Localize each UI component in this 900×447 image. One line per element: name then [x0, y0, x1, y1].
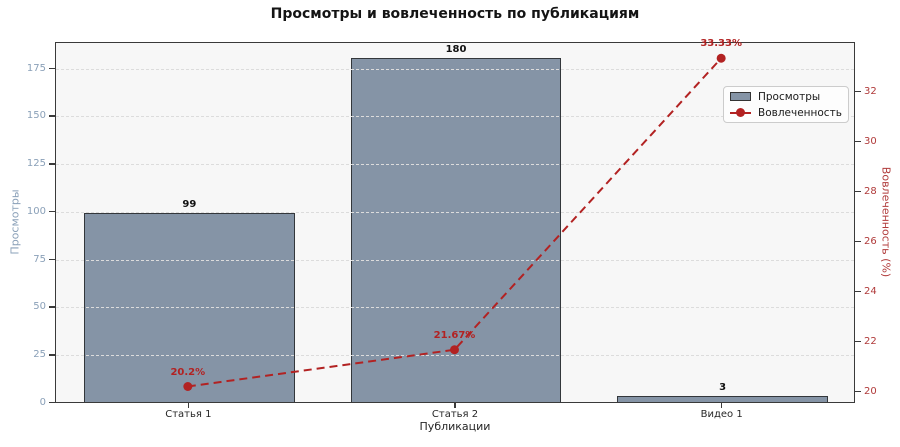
legend-item-engagement: Вовлеченность: [730, 106, 842, 119]
y-tick-label-right: 20: [864, 386, 877, 397]
right-tick-mark: [855, 291, 861, 293]
left-tick-mark: [49, 210, 55, 213]
gridline: [56, 259, 854, 261]
y-tick-label-left: 175: [26, 62, 46, 74]
right-tick-mark: [855, 341, 861, 343]
x-tick-label: Статья 2: [431, 409, 479, 420]
bar-value-label: 99: [182, 198, 197, 210]
right-tick-mark: [855, 91, 861, 93]
y-tick-label-left: 125: [26, 158, 46, 170]
legend-label-engagement: Вовлеченность: [758, 106, 842, 119]
right-tick-mark: [855, 191, 861, 193]
x-axis-title: Публикации: [419, 420, 491, 433]
left-tick-mark: [49, 402, 55, 404]
y-tick-label-right: 24: [864, 286, 877, 297]
engagement-line-layer: [183, 53, 726, 391]
plot-area: 99 180 3 20.2% 21.67% 33.33%: [55, 38, 855, 403]
left-tick-mark: [49, 115, 55, 117]
y-tick-label-right: 26: [864, 236, 877, 247]
right-axis-title: Вовлеченность (%): [879, 166, 893, 278]
right-tick-mark: [855, 141, 861, 143]
legend: Просмотры Вовлеченность: [723, 86, 849, 123]
legend-item-views: Просмотры: [730, 90, 842, 103]
x-tick-label: Статья 1: [165, 409, 212, 420]
engagement-point-annotation: 20.2%: [170, 366, 206, 378]
y-tick-label-left: 75: [33, 253, 46, 265]
gridline: [56, 307, 854, 309]
left-axis-title: Просмотры: [8, 189, 22, 255]
y-tick-label-left: 0: [39, 397, 46, 408]
gridline: [56, 68, 854, 70]
right-tick-mark: [855, 241, 861, 243]
engagement-point: [716, 53, 726, 63]
gridline: [56, 211, 854, 213]
y-tick-label-left: 25: [33, 349, 46, 361]
y-tick-label-right: 28: [864, 186, 877, 197]
engagement-point: [450, 345, 459, 355]
left-tick-mark: [49, 354, 55, 356]
left-tick-mark: [49, 67, 55, 70]
bar-value-label: 180: [445, 44, 467, 56]
y-tick-label-right: 30: [864, 136, 877, 147]
x-tick-label: Видео 1: [700, 409, 743, 420]
engagement-marker-icon: [730, 108, 751, 117]
gridline: [56, 116, 854, 118]
gridline: [56, 164, 854, 166]
x-tick-mark: [454, 403, 456, 408]
y-tick-label-left: 150: [26, 110, 46, 122]
left-tick-mark: [49, 163, 55, 165]
bar: [350, 58, 562, 402]
right-tick-mark: [855, 391, 861, 393]
y-tick-label-right: 22: [864, 336, 877, 347]
x-tick-mark: [720, 403, 723, 408]
x-tick-mark: [187, 403, 190, 408]
gridline: [56, 355, 854, 357]
left-tick-mark: [49, 258, 55, 261]
bar: [84, 212, 295, 402]
bar-value-label: 3: [719, 382, 727, 394]
left-tick-mark: [49, 306, 55, 308]
y-tick-label-left: 50: [33, 301, 46, 313]
engagement-point-annotation: 33.33%: [700, 38, 742, 50]
views-swatch-icon: [730, 92, 751, 101]
bar: [617, 396, 828, 402]
y-tick-label-left: 100: [26, 205, 46, 217]
engagement-point-annotation: 21.67%: [433, 329, 476, 341]
legend-label-views: Просмотры: [758, 90, 821, 103]
chart-title: Просмотры и вовлеченность по публикациям: [270, 6, 640, 22]
y-tick-label-right: 32: [864, 86, 877, 97]
engagement-point: [183, 382, 193, 391]
